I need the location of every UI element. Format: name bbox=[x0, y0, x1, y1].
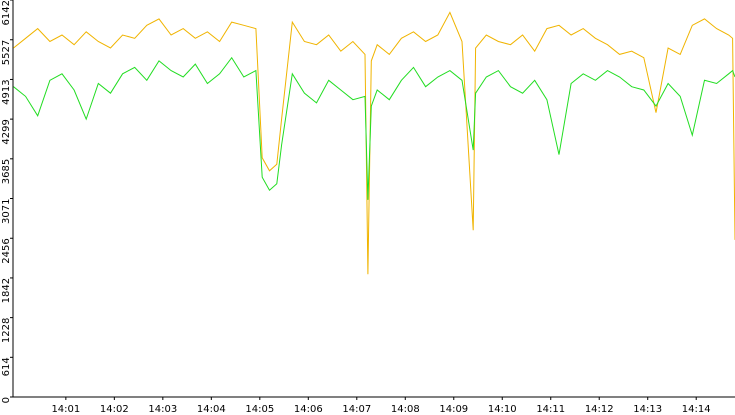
x-tick-label: 14:14 bbox=[682, 404, 711, 415]
y-tick-label: 3685 bbox=[1, 159, 12, 184]
y-tick-label: 1228 bbox=[1, 318, 12, 343]
x-tick-label: 14:02 bbox=[100, 404, 129, 415]
y-tick-label: 2456 bbox=[1, 238, 12, 263]
line-series bbox=[13, 56, 735, 200]
x-tick-label: 14:10 bbox=[488, 404, 517, 415]
y-tick-label: 1842 bbox=[1, 278, 12, 303]
x-tick-label: 14:07 bbox=[342, 404, 371, 415]
x-tick-label: 14:13 bbox=[633, 404, 662, 415]
x-tick-label: 14:06 bbox=[294, 404, 323, 415]
x-tick-label: 14:03 bbox=[148, 404, 177, 415]
x-tick-label: 14:09 bbox=[439, 404, 468, 415]
y-tick-label: 4913 bbox=[1, 79, 12, 104]
x-tick-label: 14:08 bbox=[391, 404, 420, 415]
x-tick-label: 14:05 bbox=[245, 404, 274, 415]
y-tick-label: 3071 bbox=[1, 199, 12, 224]
x-tick-label: 14:01 bbox=[51, 404, 80, 415]
y-tick-label: 6142 bbox=[1, 0, 12, 25]
y-tick-label: 4299 bbox=[1, 119, 12, 144]
x-tick-label: 14:04 bbox=[197, 404, 226, 415]
line-series bbox=[13, 11, 735, 275]
x-tick-label: 14:11 bbox=[536, 404, 565, 415]
y-tick-label: 5527 bbox=[1, 40, 12, 65]
y-tick-label: 0 bbox=[1, 397, 12, 403]
y-tick-label: 614 bbox=[1, 357, 12, 376]
x-tick-label: 14:12 bbox=[585, 404, 614, 415]
